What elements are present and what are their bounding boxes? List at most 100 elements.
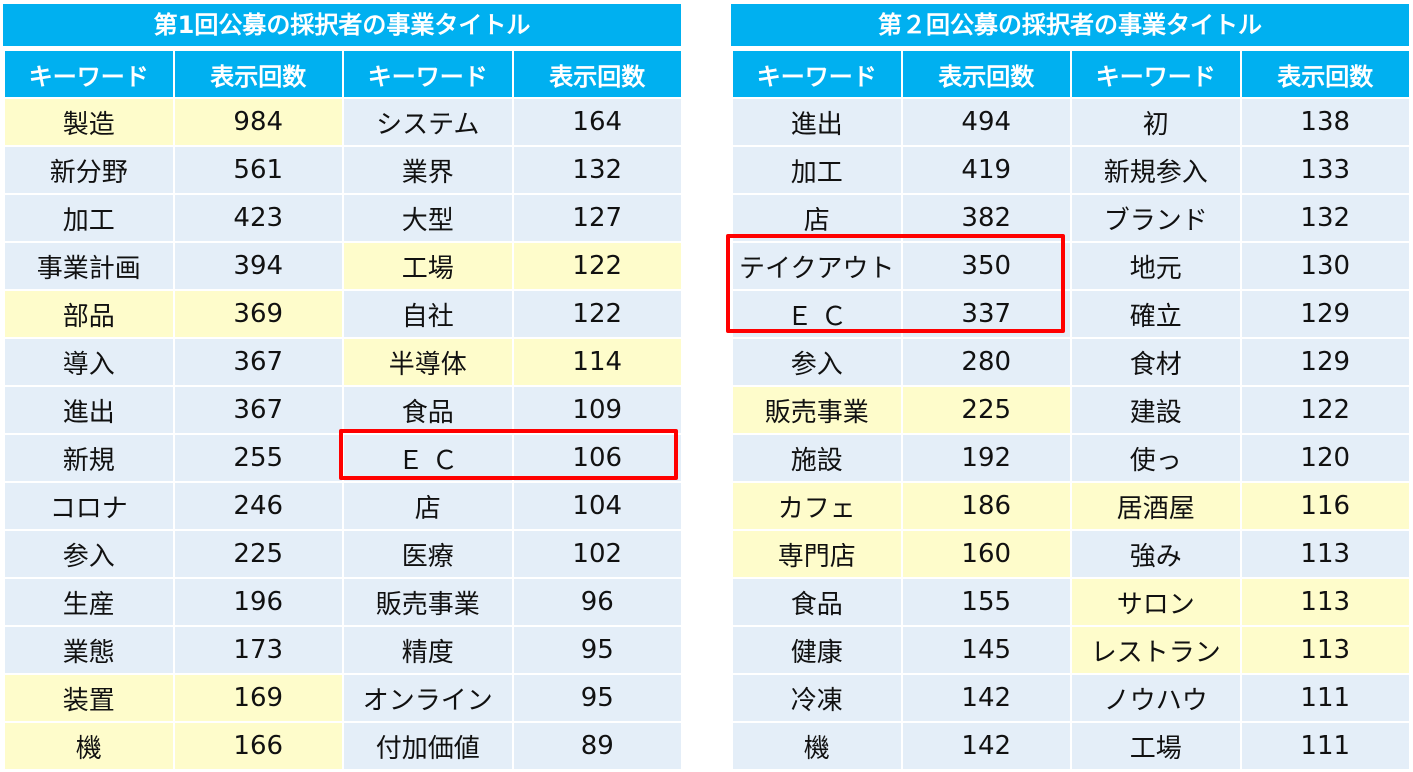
table-row: Ｅ Ｃ 337 確立 129 [731, 289, 1411, 339]
table-row: 新分野 561 業界 132 [3, 145, 683, 195]
column-header-keyword: キーワード [342, 49, 514, 99]
keyword-cell: 自社 [342, 289, 514, 339]
keyword-cell: 新分野 [3, 145, 175, 195]
count-cell: 196 [172, 577, 344, 627]
count-cell: 132 [511, 145, 683, 195]
table-row: 業態 173 精度 95 [3, 625, 683, 675]
panel-round-1: 第1回公募の採択者の事業タイトル キーワード 表示回数 キーワード 表示回数 製… [3, 4, 683, 771]
keyword-cell: 生産 [3, 577, 175, 627]
count-cell: 122 [511, 289, 683, 339]
keyword-cell: 進出 [731, 97, 903, 147]
keyword-cell: 機 [3, 721, 175, 771]
keyword-cell: システム [342, 97, 514, 147]
header-row: キーワード 表示回数 キーワード 表示回数 [731, 49, 1411, 99]
count-cell: 186 [900, 481, 1072, 531]
keyword-cell: 専門店 [731, 529, 903, 579]
keyword-cell: 販売事業 [342, 577, 514, 627]
column-header-count: 表示回数 [511, 49, 683, 99]
count-cell: 129 [1239, 289, 1411, 339]
keyword-table: キーワード 表示回数 キーワード 表示回数 製造 984 システム 164 新分野 561… [3, 49, 683, 771]
count-cell: 109 [511, 385, 683, 435]
table-row: 食品 155 サロン 113 [731, 577, 1411, 627]
column-header-keyword: キーワード [3, 49, 175, 99]
keyword-cell: 販売事業 [731, 385, 903, 435]
count-cell: 120 [1239, 433, 1411, 483]
keyword-cell: レストラン [1070, 625, 1242, 675]
keyword-cell: 工場 [1070, 721, 1242, 771]
count-cell: 95 [511, 673, 683, 723]
table-row: 加工 423 大型 127 [3, 193, 683, 243]
count-cell: 225 [900, 385, 1072, 435]
count-cell: 142 [900, 673, 1072, 723]
count-cell: 561 [172, 145, 344, 195]
count-cell: 423 [172, 193, 344, 243]
keyword-cell: 健康 [731, 625, 903, 675]
count-cell: 89 [511, 721, 683, 771]
keyword-cell: 製造 [3, 97, 175, 147]
keyword-cell: 精度 [342, 625, 514, 675]
count-cell: 255 [172, 433, 344, 483]
keyword-cell: 店 [731, 193, 903, 243]
table-row: 事業計画 394 工場 122 [3, 241, 683, 291]
keyword-cell: 装置 [3, 673, 175, 723]
table-row: 参入 280 食材 129 [731, 337, 1411, 387]
table-row: 施設 192 使っ 120 [731, 433, 1411, 483]
table-row: 専門店 160 強み 113 [731, 529, 1411, 579]
keyword-cell: 医療 [342, 529, 514, 579]
keyword-cell: Ｅ Ｃ [342, 433, 514, 483]
keyword-cell: 強み [1070, 529, 1242, 579]
count-cell: 173 [172, 625, 344, 675]
keyword-cell: 確立 [1070, 289, 1242, 339]
keyword-cell: 施設 [731, 433, 903, 483]
count-cell: 337 [900, 289, 1072, 339]
table-row: 加工 419 新規参入 133 [731, 145, 1411, 195]
count-cell: 133 [1239, 145, 1411, 195]
count-cell: 116 [1239, 481, 1411, 531]
count-cell: 113 [1239, 529, 1411, 579]
count-cell: 419 [900, 145, 1072, 195]
panel-title: 第２回公募の採択者の事業タイトル [731, 4, 1409, 49]
count-cell: 142 [900, 721, 1072, 771]
keyword-cell: カフェ [731, 481, 903, 531]
count-cell: 130 [1239, 241, 1411, 291]
table-row: 進出 494 初 138 [731, 97, 1411, 147]
keyword-cell: 事業計画 [3, 241, 175, 291]
count-cell: 160 [900, 529, 1072, 579]
panel-title: 第1回公募の採択者の事業タイトル [3, 4, 681, 49]
count-cell: 394 [172, 241, 344, 291]
count-cell: 382 [900, 193, 1072, 243]
count-cell: 122 [1239, 385, 1411, 435]
keyword-cell: サロン [1070, 577, 1242, 627]
header-row: キーワード 表示回数 キーワード 表示回数 [3, 49, 683, 99]
count-cell: 225 [172, 529, 344, 579]
keyword-cell: 業態 [3, 625, 175, 675]
count-cell: 280 [900, 337, 1072, 387]
count-cell: 122 [511, 241, 683, 291]
keyword-cell: 居酒屋 [1070, 481, 1242, 531]
keyword-table: キーワード 表示回数 キーワード 表示回数 進出 494 初 138 加工 419 新規参入… [731, 49, 1411, 771]
keyword-cell: コロナ [3, 481, 175, 531]
count-cell: 111 [1239, 721, 1411, 771]
count-cell: 106 [511, 433, 683, 483]
keyword-cell: 加工 [731, 145, 903, 195]
count-cell: 96 [511, 577, 683, 627]
count-cell: 129 [1239, 337, 1411, 387]
keyword-cell: 店 [342, 481, 514, 531]
table-row: 冷凍 142 ノウハウ 111 [731, 673, 1411, 723]
keyword-cell: ノウハウ [1070, 673, 1242, 723]
table-row: 新規 255 Ｅ Ｃ 106 [3, 433, 683, 483]
count-cell: 95 [511, 625, 683, 675]
count-cell: 350 [900, 241, 1072, 291]
count-cell: 104 [511, 481, 683, 531]
count-cell: 138 [1239, 97, 1411, 147]
keyword-cell: ブランド [1070, 193, 1242, 243]
keyword-cell: 参入 [731, 337, 903, 387]
keyword-cell: 初 [1070, 97, 1242, 147]
keyword-cell: 使っ [1070, 433, 1242, 483]
table-row: 機 142 工場 111 [731, 721, 1411, 771]
keyword-cell: 食材 [1070, 337, 1242, 387]
keyword-cell: 部品 [3, 289, 175, 339]
keyword-cell: 新規参入 [1070, 145, 1242, 195]
count-cell: 192 [900, 433, 1072, 483]
keyword-cell: 食品 [731, 577, 903, 627]
